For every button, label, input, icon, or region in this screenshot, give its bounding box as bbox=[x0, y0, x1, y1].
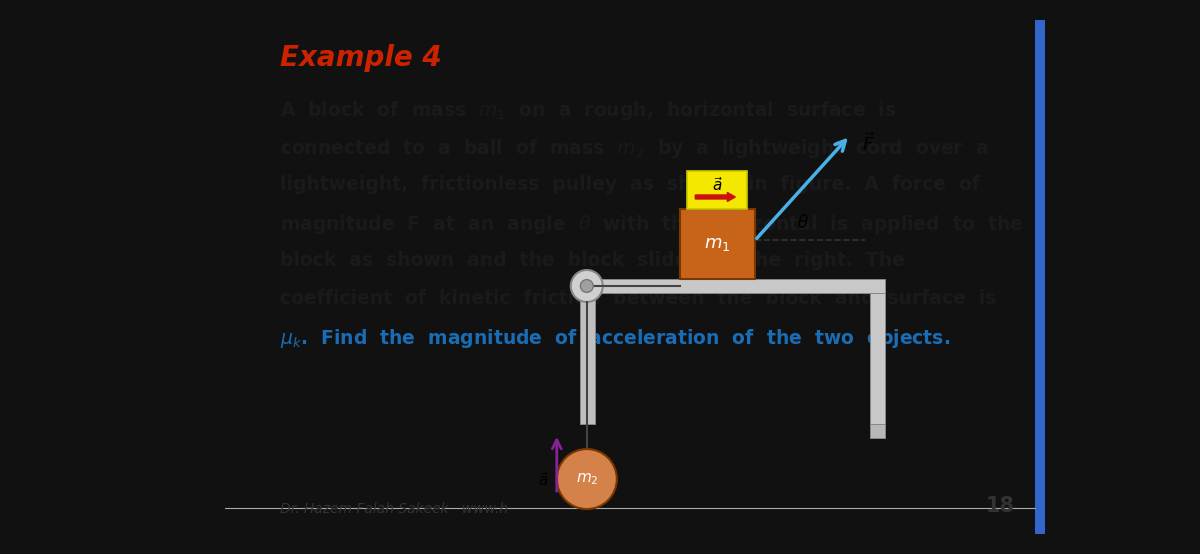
Text: $\vec{F}$: $\vec{F}$ bbox=[862, 132, 875, 155]
Text: connected  to  a  ball  of  mass  $m_2$  by  a  lightweight  cord  over  a: connected to a ball of mass $m_2$ by a l… bbox=[280, 137, 988, 160]
Bar bbox=[870, 424, 884, 438]
Text: $\vec{a}$: $\vec{a}$ bbox=[712, 176, 722, 194]
Bar bbox=[580, 279, 884, 293]
Circle shape bbox=[571, 270, 602, 302]
Text: block  as  shown  and  the  block  slides  to  the  right.  The: block as shown and the block slides to t… bbox=[280, 251, 905, 270]
Circle shape bbox=[581, 280, 593, 293]
Text: $m_2$: $m_2$ bbox=[576, 471, 598, 487]
Text: Example 4: Example 4 bbox=[280, 44, 442, 72]
Bar bbox=[1034, 20, 1046, 534]
Text: 18: 18 bbox=[986, 496, 1015, 516]
Text: $\theta$: $\theta$ bbox=[797, 214, 809, 233]
Circle shape bbox=[557, 449, 617, 509]
Text: $\mu_k$.  Find  the  magnitude  of  acceleration  of  the  two  objects.: $\mu_k$. Find the magnitude of accelerat… bbox=[280, 327, 950, 350]
Bar bbox=[580, 293, 595, 424]
Text: $\vec{a}$: $\vec{a}$ bbox=[538, 471, 548, 489]
Text: Dr. Hazem Falah Sakeek   www.h: Dr. Hazem Falah Sakeek www.h bbox=[280, 502, 508, 516]
FancyArrow shape bbox=[695, 192, 736, 202]
Text: $m_1$: $m_1$ bbox=[704, 235, 731, 253]
Bar bbox=[688, 171, 748, 209]
Text: A  block  of  mass  $m_1$  on  a  rough,  horizontal  surface  is: A block of mass $m_1$ on a rough, horizo… bbox=[280, 99, 896, 122]
Bar bbox=[870, 293, 884, 424]
Text: lightweight,  frictionless  pulley  as  shown  in  figure.  A  force  of: lightweight, frictionless pulley as show… bbox=[280, 175, 979, 194]
Text: magnitude  F  at  an  angle  $\theta$  with  the  horizontal  is  applied  to  t: magnitude F at an angle $\theta$ with th… bbox=[280, 213, 1022, 236]
Bar bbox=[680, 209, 755, 279]
Text: coefficient  of  kinetic  friction  between  the  block  and  surface  is: coefficient of kinetic friction between … bbox=[280, 289, 996, 308]
